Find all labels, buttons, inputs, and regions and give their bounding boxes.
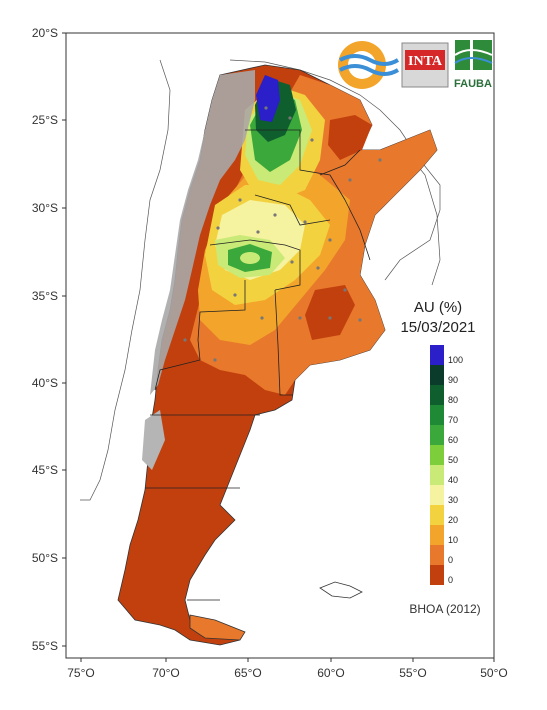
conicet-logo bbox=[338, 41, 400, 89]
legend-label: 70 bbox=[448, 415, 458, 425]
lat-label-40: 40°S bbox=[32, 376, 58, 390]
lat-label-35: 35°S bbox=[32, 289, 58, 303]
latitude-axis: 20°S 25°S 30°S 35°S 40°S 45°S 50°S 55°S bbox=[32, 26, 66, 653]
fauba-logo: FAUBA bbox=[454, 40, 493, 90]
legend-swatch bbox=[430, 345, 444, 365]
legend-swatch bbox=[430, 425, 444, 445]
lat-label-25: 25°S bbox=[32, 113, 58, 127]
fauba-logo-text: FAUBA bbox=[454, 78, 492, 90]
legend-label: 20 bbox=[448, 515, 458, 525]
zone-dry-pampa bbox=[305, 285, 355, 340]
legend-label: 60 bbox=[448, 435, 458, 445]
legend-swatch bbox=[430, 445, 444, 465]
legend-label: 100 bbox=[448, 355, 463, 365]
legend-label: 0 bbox=[448, 555, 453, 565]
legend-label: 80 bbox=[448, 395, 458, 405]
islands bbox=[319, 581, 363, 599]
lon-label-70: 70°O bbox=[152, 666, 179, 680]
legend-swatch bbox=[430, 465, 444, 485]
inta-logo: INTA bbox=[401, 42, 449, 88]
legend-label: 30 bbox=[448, 495, 458, 505]
lon-label-75: 75°O bbox=[67, 666, 94, 680]
legend-label: 10 bbox=[448, 535, 458, 545]
lon-label-65: 65°O bbox=[234, 666, 261, 680]
province-borders bbox=[145, 129, 371, 601]
credit-label: BHOA (2012) bbox=[409, 602, 480, 616]
longitude-axis: 75°O 70°O 65°O 60°O 55°O 50°O bbox=[67, 658, 508, 680]
legend-swatch bbox=[430, 485, 444, 505]
legend-label: 50 bbox=[448, 455, 458, 465]
legend-swatch bbox=[430, 505, 444, 525]
map-title: AU (%) bbox=[414, 299, 462, 316]
lon-label-50: 50°O bbox=[480, 666, 507, 680]
lat-label-50: 50°S bbox=[32, 551, 58, 565]
legend-swatch bbox=[430, 545, 444, 565]
legend-swatch bbox=[430, 525, 444, 545]
lon-label-60: 60°O bbox=[317, 666, 344, 680]
lon-label-55: 55°O bbox=[399, 666, 426, 680]
tierra-del-fuego bbox=[189, 614, 246, 641]
inta-logo-text: INTA bbox=[408, 54, 443, 69]
legend-label: 40 bbox=[448, 475, 458, 485]
legend-label: 90 bbox=[448, 375, 458, 385]
map-date: 15/03/2021 bbox=[400, 319, 475, 336]
legend-label: 0 bbox=[448, 575, 453, 585]
legend-swatch bbox=[430, 385, 444, 405]
lat-label-20: 20°S bbox=[32, 26, 58, 40]
legend-swatch bbox=[430, 565, 444, 585]
logo-group: INTA FAUBA bbox=[338, 40, 493, 90]
zone-north-blue bbox=[256, 75, 280, 122]
legend-swatch bbox=[430, 365, 444, 385]
lat-label-45: 45°S bbox=[32, 463, 58, 477]
zone-wet-center bbox=[240, 252, 260, 264]
lat-label-30: 30°S bbox=[32, 201, 58, 215]
legend-swatch bbox=[430, 405, 444, 425]
station-dots bbox=[183, 106, 382, 362]
zone-no-data-andes bbox=[150, 70, 255, 395]
lat-label-55: 55°S bbox=[32, 639, 58, 653]
zone-no-data-south bbox=[142, 410, 165, 470]
zone-dry-ne bbox=[328, 115, 372, 160]
